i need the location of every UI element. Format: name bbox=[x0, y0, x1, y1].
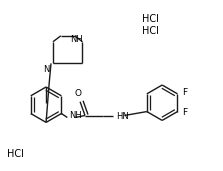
Text: NH: NH bbox=[70, 35, 83, 44]
Text: HN: HN bbox=[116, 112, 129, 121]
Text: F: F bbox=[182, 88, 188, 97]
Text: HCl: HCl bbox=[7, 149, 24, 159]
Text: HCl: HCl bbox=[142, 26, 158, 36]
Text: O: O bbox=[75, 89, 82, 98]
Text: N: N bbox=[43, 65, 49, 74]
Text: NH: NH bbox=[69, 111, 82, 120]
Text: HCl: HCl bbox=[142, 14, 158, 24]
Text: F: F bbox=[182, 108, 188, 117]
